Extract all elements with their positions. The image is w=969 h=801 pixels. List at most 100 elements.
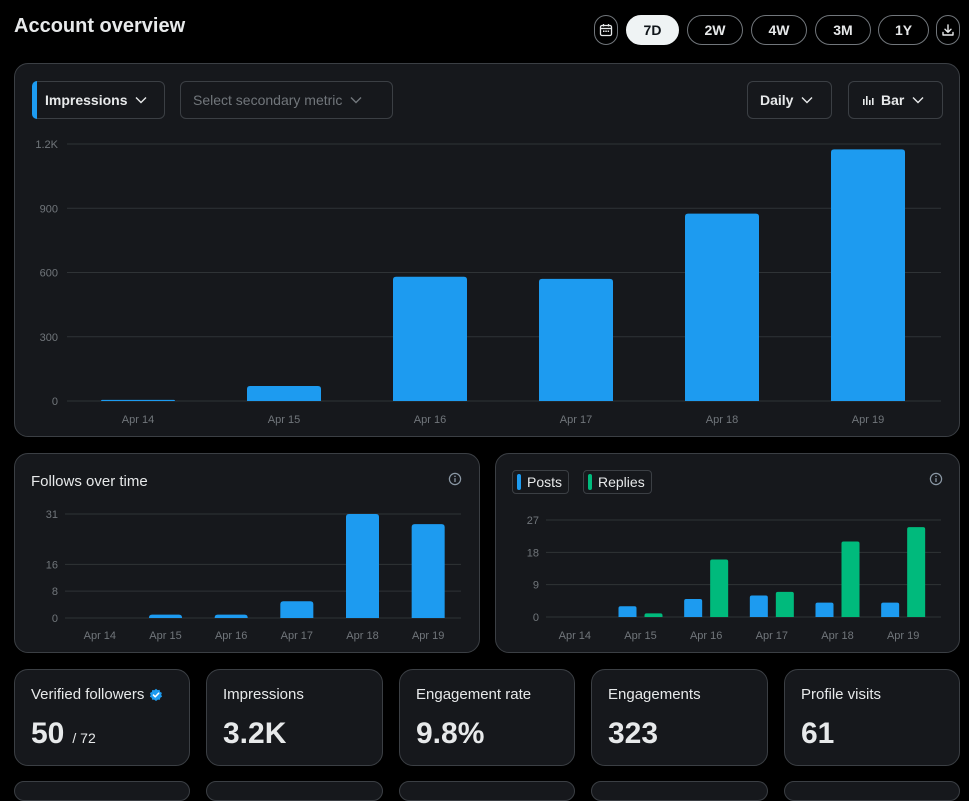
x-tick-label: Apr 18 — [821, 630, 853, 642]
range-2w-button[interactable]: 2W — [687, 15, 743, 45]
posts-color-swatch — [517, 474, 521, 490]
stat-label: Verified followers — [31, 686, 163, 703]
x-tick-label: Apr 16 — [414, 414, 446, 426]
verified-badge-icon — [150, 688, 163, 701]
chart-type-label: Bar — [881, 92, 905, 108]
x-tick-label: Apr 17 — [281, 630, 313, 642]
stat-label-text: Verified followers — [31, 686, 145, 703]
page-title: Account overview — [14, 15, 186, 37]
x-tick-label: Apr 15 — [624, 630, 656, 642]
range-3m-button[interactable]: 3M — [815, 15, 871, 45]
stat-value-text: 50 — [31, 717, 65, 750]
legend-replies[interactable]: Replies — [583, 470, 652, 494]
bar-posts — [618, 606, 637, 617]
info-icon[interactable] — [929, 472, 943, 486]
secondary-metric-dropdown[interactable]: Select secondary metric — [180, 81, 393, 119]
y-tick-label: 8 — [52, 586, 58, 598]
y-tick-label: 0 — [52, 396, 58, 408]
x-tick-label: Apr 19 — [852, 414, 884, 426]
stat-card-next-row — [784, 781, 960, 801]
impressions-chart-card: Impressions Select secondary metric Dail… — [14, 63, 960, 437]
y-tick-label: 0 — [52, 613, 58, 625]
bar-replies — [907, 527, 926, 617]
range-4w-button[interactable]: 4W — [751, 15, 807, 45]
stat-value: 3.2K — [223, 717, 287, 750]
bar-follows-over-time — [214, 614, 248, 618]
follows-card-title: Follows over time — [31, 473, 148, 490]
y-tick-label: 9 — [533, 580, 539, 592]
impressions-bar-chart: 0 300 600 900 1.2K Apr 14 Apr 15 Apr 16 Apr 17 Ap… — [35, 139, 941, 426]
bar-follows-over-time — [411, 524, 445, 618]
stat-label: Profile visits — [801, 686, 882, 703]
bar-impressions — [101, 399, 175, 401]
range-7d-button[interactable]: 7D — [626, 15, 679, 45]
posts-replies-bar-chart: 0 9 18 27 Apr 14 Apr 15 Apr 16 Apr 17 Apr 18 Apr … — [527, 515, 941, 642]
x-tick-label: Apr 17 — [756, 630, 788, 642]
stat-label: Engagement rate — [416, 686, 532, 703]
bar-impressions — [539, 278, 613, 401]
stat-value: 9.8% — [416, 717, 485, 750]
x-tick-label: Apr 15 — [268, 414, 300, 426]
range-1y-button[interactable]: 1Y — [878, 15, 929, 45]
primary-metric-dropdown[interactable]: Impressions — [32, 81, 165, 119]
stat-card-engagements[interactable]: Engagements 323 — [591, 669, 768, 766]
y-tick-label: 31 — [46, 509, 58, 521]
bar-posts — [881, 602, 900, 617]
stat-card-verified-followers[interactable]: Verified followers 50 / 72 — [14, 669, 190, 766]
legend-replies-label: Replies — [598, 474, 645, 490]
y-tick-label: 900 — [40, 203, 58, 215]
calendar-button[interactable] — [594, 15, 618, 45]
bar-follows-over-time — [346, 514, 379, 618]
x-tick-label: Apr 14 — [122, 414, 154, 426]
bar-chart-icon — [863, 96, 874, 105]
posts-replies-chart-card: Posts Replies 0 9 18 27 Apr 14 Apr 15 Apr 16 Ap… — [495, 453, 960, 653]
bar-impressions — [685, 213, 759, 401]
follows-chart-card: Follows over time 0 8 16 31 Apr 14 Apr 15 Apr … — [14, 453, 480, 653]
chart-type-dropdown[interactable]: Bar — [848, 81, 943, 119]
x-tick-label: Apr 19 — [887, 630, 919, 642]
x-tick-label: Apr 14 — [84, 630, 116, 642]
metric-color-indicator — [32, 81, 37, 119]
stat-card-next-row — [591, 781, 768, 801]
x-tick-label: Apr 18 — [706, 414, 738, 426]
download-button[interactable] — [936, 15, 960, 45]
bar-posts — [684, 599, 703, 617]
stat-value: 61 — [801, 717, 835, 750]
stat-value-total: / 72 — [72, 730, 96, 746]
stat-label: Engagements — [608, 686, 701, 703]
y-tick-label: 27 — [527, 515, 539, 527]
stat-card-next-row — [206, 781, 383, 801]
x-tick-label: Apr 16 — [690, 630, 722, 642]
y-tick-label: 1.2K — [35, 139, 58, 151]
primary-metric-label: Impressions — [45, 92, 128, 108]
x-tick-label: Apr 17 — [560, 414, 592, 426]
download-icon — [942, 24, 954, 36]
replies-color-swatch — [588, 474, 592, 490]
follows-bar-chart: 0 8 16 31 Apr 14 Apr 15 Apr 16 Apr 17 Apr 18 Apr … — [46, 509, 461, 642]
y-tick-label: 600 — [40, 268, 58, 280]
stat-card-next-row — [14, 781, 190, 801]
interval-dropdown[interactable]: Daily — [747, 81, 832, 119]
chevron-down-icon — [350, 97, 362, 104]
bar-replies — [775, 591, 794, 617]
bar-replies — [710, 559, 729, 617]
bar-posts — [815, 602, 834, 617]
y-tick-label: 16 — [46, 559, 58, 571]
stat-value: 50 / 72 — [31, 717, 96, 751]
info-icon[interactable] — [448, 472, 462, 486]
bar-impressions — [831, 149, 905, 401]
stat-card-engagement-rate[interactable]: Engagement rate 9.8% — [399, 669, 575, 766]
bar-posts — [749, 595, 768, 617]
legend-posts[interactable]: Posts — [512, 470, 570, 494]
x-tick-label: Apr 15 — [149, 630, 181, 642]
secondary-metric-placeholder: Select secondary metric — [193, 92, 343, 108]
y-tick-label: 0 — [533, 612, 539, 624]
stat-card-impressions[interactable]: Impressions 3.2K — [206, 669, 383, 766]
stat-card-profile-visits[interactable]: Profile visits 61 — [784, 669, 960, 766]
x-tick-label: Apr 18 — [346, 630, 378, 642]
chevron-down-icon — [912, 97, 924, 104]
stat-card-next-row — [399, 781, 575, 801]
chevron-down-icon — [135, 97, 147, 104]
bar-impressions — [247, 386, 321, 401]
calendar-icon — [599, 24, 613, 37]
